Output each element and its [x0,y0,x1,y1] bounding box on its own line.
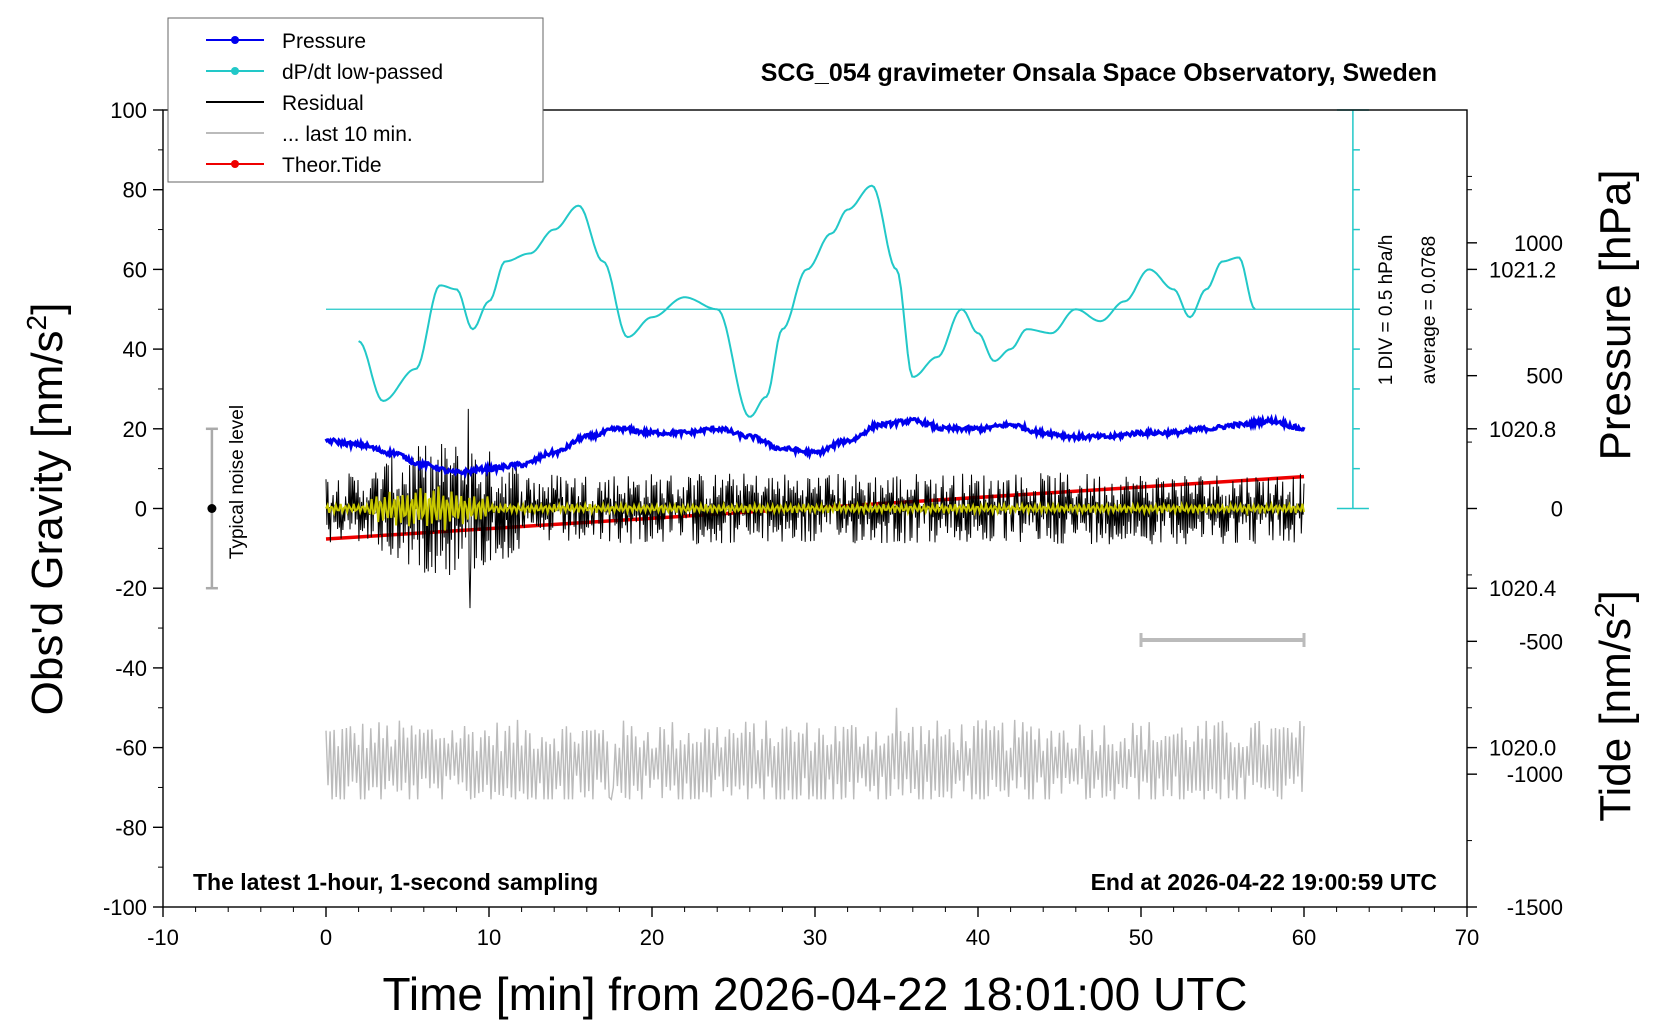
legend-marker [231,67,239,75]
pressure-tick-label: 1020.4 [1489,576,1556,601]
legend: Pressure dP/dt low-passed Residual ... last… [167,17,544,183]
y-axis-label-tide-close: ] [1591,590,1640,602]
x-tick-label: -10 [147,925,179,950]
y-axis-label-tide: Tide [nm/s2] [1589,590,1640,822]
last-10-min-line [325,707,1305,801]
noise-bar-dot [207,504,217,513]
pressure-line [324,413,1306,479]
end-time-note: End at 2026-04-22 19:00:59 UTC [1091,869,1437,895]
pressure-tick-label: 1020.0 [1489,736,1556,761]
y-tick-label: 80 [123,178,147,203]
legend-label: Residual [282,92,364,115]
pressure-tick-label: 1020.8 [1489,417,1556,442]
tide-tick-label: -1500 [1507,895,1563,920]
dpdt-line [358,184,1256,418]
legend-label: Theor.Tide [282,154,382,177]
sampling-note: The latest 1-hour, 1-second sampling [193,869,598,895]
y-tick-label: 0 [135,497,147,522]
x-tick-label: 10 [477,925,501,950]
tide-tick-label: 500 [1526,364,1563,389]
legend-marker [231,160,239,168]
legend-marker [231,36,239,44]
x-tick-label: 50 [1129,925,1153,950]
x-tick-label: 0 [320,925,332,950]
x-tick-label: 30 [803,925,827,950]
tide-tick-label: -500 [1519,629,1563,654]
y-tick-label: -80 [115,815,147,840]
pressure-tick-label: 1021.2 [1489,257,1556,282]
tide-tick-label: 1000 [1514,231,1563,256]
x-tick-label: 20 [640,925,664,950]
y-tick-label: -60 [115,736,147,761]
legend-label: ... last 10 min. [282,123,413,146]
x-tick-label: 40 [966,925,990,950]
y-axis-label-tide-sup: 2 [1589,602,1620,618]
dpdt-average-label: average = 0.0768 [1419,236,1440,384]
y-axis-label-left-main: Obs'd Gravity [nm/s [23,330,72,715]
y-axis-label-left-close: ] [23,303,72,315]
y-tick-label: 40 [123,337,147,362]
y-axis-label-tide-main: Tide [nm/s [1591,618,1640,822]
legend-label: dP/dt low-passed [282,61,443,84]
y-axis-label-pressure: Pressure [hPa] [1591,169,1640,460]
tide-tick-label: -1000 [1507,762,1563,787]
chart-title: SCG_054 gravimeter Onsala Space Observat… [761,59,1437,87]
y-axis-label-left-sup: 2 [21,315,52,331]
tide-tick-label: 0 [1551,497,1563,522]
x-tick-label: 60 [1292,925,1316,950]
y-tick-label: -20 [115,576,147,601]
dpdt-scale-label: 1 DIV = 0.5 hPa/h [1376,235,1397,386]
y-tick-label: -40 [115,656,147,681]
x-axis-label: Time [min] from 2026-04-22 18:01:00 UTC [383,968,1248,1020]
y-axis-label-left: Obs'd Gravity [nm/s2] [21,303,72,716]
x-tick-label: 70 [1455,925,1479,950]
y-tick-label: 20 [123,417,147,442]
y-tick-label: -100 [103,895,147,920]
noise-level-label: Typical noise level [227,405,248,559]
residual-smoothed-line [325,486,1305,531]
legend-box [167,17,544,183]
legend-label: Pressure [282,30,366,53]
axis-layer: -10 0 10 20 30 40 50 60 70100806040200-20-40-60-… [103,98,1563,950]
y-tick-label: 60 [123,257,147,282]
y-tick-label: 100 [110,98,147,123]
